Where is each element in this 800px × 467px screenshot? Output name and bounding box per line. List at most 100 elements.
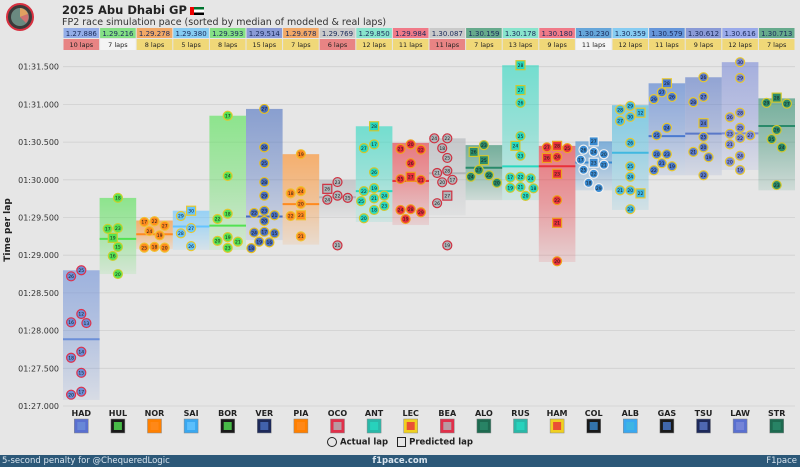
actual-lap-marker[interactable]: 23 (661, 149, 673, 160)
actual-lap-marker[interactable]: 26 (771, 124, 782, 136)
actual-lap-marker[interactable]: 29 (415, 207, 426, 218)
predicted-lap-marker[interactable]: 24 (698, 118, 709, 129)
actual-lap-marker[interactable]: 25 (651, 130, 662, 141)
actual-lap-marker[interactable]: 24 (661, 122, 673, 133)
actual-lap-marker[interactable]: 23 (332, 176, 343, 188)
actual-lap-marker[interactable]: 17 (222, 110, 233, 121)
actual-lap-marker[interactable]: 17 (369, 139, 380, 150)
actual-lap-marker[interactable]: 30 (625, 111, 636, 123)
actual-lap-marker[interactable]: 29 (175, 210, 186, 222)
actual-lap-marker[interactable]: 24 (734, 150, 746, 161)
actual-lap-marker[interactable]: 18 (437, 143, 448, 154)
predicted-lap-marker[interactable]: 23 (588, 157, 599, 168)
predicted-lap-marker[interactable]: 12 (635, 107, 646, 118)
actual-lap-marker[interactable]: 20 (551, 256, 563, 267)
actual-lap-marker[interactable]: 21 (332, 240, 343, 251)
actual-lap-marker[interactable]: 15 (76, 367, 87, 378)
actual-lap-marker[interactable]: 22 (442, 133, 453, 144)
actual-lap-marker[interactable]: 20 (724, 156, 736, 167)
actual-lap-marker[interactable]: 26 (259, 142, 270, 153)
actual-lap-marker[interactable]: 27 (656, 87, 667, 98)
actual-lap-marker[interactable]: 17 (259, 226, 270, 237)
actual-lap-marker[interactable]: 16 (107, 250, 118, 262)
actual-lap-marker[interactable]: 27 (698, 91, 709, 102)
actual-lap-marker[interactable]: 19 (295, 149, 306, 160)
actual-lap-marker[interactable]: 27 (781, 98, 793, 109)
actual-lap-marker[interactable]: 28 (442, 165, 453, 176)
actual-lap-marker[interactable]: 23 (222, 242, 233, 253)
actual-lap-marker[interactable]: 27 (614, 115, 626, 127)
actual-lap-marker[interactable]: 26 (186, 241, 197, 252)
actual-lap-marker[interactable]: 22 (588, 168, 599, 179)
actual-lap-marker[interactable]: 26 (515, 97, 526, 108)
actual-lap-marker[interactable]: 16 (264, 237, 275, 248)
actual-lap-marker[interactable]: 18 (222, 208, 233, 219)
actual-lap-marker[interactable]: 17 (575, 154, 586, 165)
actual-lap-marker[interactable]: 20 (159, 242, 170, 253)
actual-lap-marker[interactable]: 19 (222, 232, 233, 243)
actual-lap-marker[interactable]: 25 (76, 265, 87, 276)
predicted-lap-marker[interactable]: 28 (515, 60, 526, 71)
predicted-lap-marker[interactable]: 24 (510, 140, 521, 151)
predicted-lap-marker[interactable]: 28 (369, 121, 380, 132)
actual-lap-marker[interactable]: 20 (598, 149, 610, 160)
actual-lap-marker[interactable]: 30 (734, 57, 746, 68)
actual-lap-marker[interactable]: 24 (249, 227, 260, 238)
actual-lap-marker[interactable]: 29 (734, 72, 746, 84)
predicted-lap-marker[interactable]: 27 (588, 136, 599, 147)
actual-lap-marker[interactable]: 26 (65, 271, 77, 282)
predicted-lap-marker[interactable]: 27 (405, 171, 416, 182)
actual-lap-marker[interactable]: 25 (442, 152, 453, 164)
actual-lap-marker[interactable]: 22 (358, 186, 369, 197)
actual-lap-marker[interactable]: 19 (369, 182, 380, 194)
actual-lap-marker[interactable]: 18 (246, 243, 257, 254)
actual-lap-marker[interactable]: 19 (400, 213, 411, 225)
actual-lap-marker[interactable]: 24 (776, 142, 787, 153)
actual-lap-marker[interactable]: 22 (648, 165, 660, 176)
actual-lap-marker[interactable]: 18 (285, 188, 296, 199)
actual-lap-marker[interactable]: 23 (515, 150, 526, 161)
predicted-lap-marker[interactable]: 26 (468, 146, 479, 158)
predicted-lap-marker[interactable]: 30 (186, 205, 197, 216)
actual-lap-marker[interactable]: 28 (405, 204, 416, 215)
actual-lap-marker[interactable]: 26 (405, 158, 416, 169)
actual-lap-marker[interactable]: 18 (112, 192, 124, 203)
actual-lap-marker[interactable]: 23 (112, 222, 124, 234)
actual-lap-marker[interactable]: 20 (259, 215, 270, 227)
actual-lap-marker[interactable]: 27 (186, 222, 197, 234)
actual-lap-marker[interactable]: 24 (322, 194, 333, 205)
actual-lap-marker[interactable]: 14 (76, 346, 87, 357)
actual-lap-marker[interactable]: 24 (295, 186, 306, 197)
predicted-lap-marker[interactable]: 21 (551, 217, 563, 228)
actual-lap-marker[interactable]: 21 (656, 158, 667, 169)
actual-lap-marker[interactable]: 22 (149, 216, 160, 227)
actual-lap-marker[interactable]: 27 (541, 142, 553, 153)
actual-lap-marker[interactable]: 29 (648, 94, 660, 105)
actual-lap-marker[interactable]: 19 (666, 161, 678, 172)
actual-lap-marker[interactable]: 22 (249, 207, 260, 219)
actual-lap-marker[interactable]: 22 (734, 132, 746, 144)
actual-lap-marker[interactable]: 13 (81, 317, 92, 329)
actual-lap-marker[interactable]: 20 (212, 235, 223, 246)
actual-lap-marker[interactable]: 20 (698, 142, 709, 153)
actual-lap-marker[interactable]: 24 (465, 171, 476, 182)
actual-lap-marker[interactable]: 20 (65, 389, 77, 400)
actual-lap-marker[interactable]: 17 (76, 386, 87, 397)
actual-lap-marker[interactable]: 23 (771, 179, 782, 191)
actual-lap-marker[interactable]: 25 (342, 192, 353, 203)
actual-lap-marker[interactable]: 20 (625, 185, 636, 196)
predicted-lap-marker[interactable]: 22 (635, 188, 646, 199)
actual-lap-marker[interactable]: 29 (761, 97, 772, 108)
actual-lap-marker[interactable]: 28 (688, 97, 699, 108)
actual-lap-marker[interactable]: 17 (505, 172, 516, 183)
predicted-lap-marker[interactable]: 26 (541, 152, 553, 164)
actual-lap-marker[interactable]: 28 (614, 104, 626, 115)
actual-lap-marker[interactable]: 23 (395, 143, 406, 154)
actual-lap-marker[interactable]: 24 (222, 170, 233, 182)
actual-lap-marker[interactable]: 18 (528, 183, 539, 194)
actual-lap-marker[interactable]: 19 (505, 182, 516, 193)
actual-lap-marker[interactable]: 18 (149, 241, 160, 253)
actual-lap-marker[interactable]: 29 (593, 182, 604, 194)
actual-lap-marker[interactable]: 22 (212, 213, 223, 225)
actual-lap-marker[interactable]: 23 (259, 205, 270, 216)
